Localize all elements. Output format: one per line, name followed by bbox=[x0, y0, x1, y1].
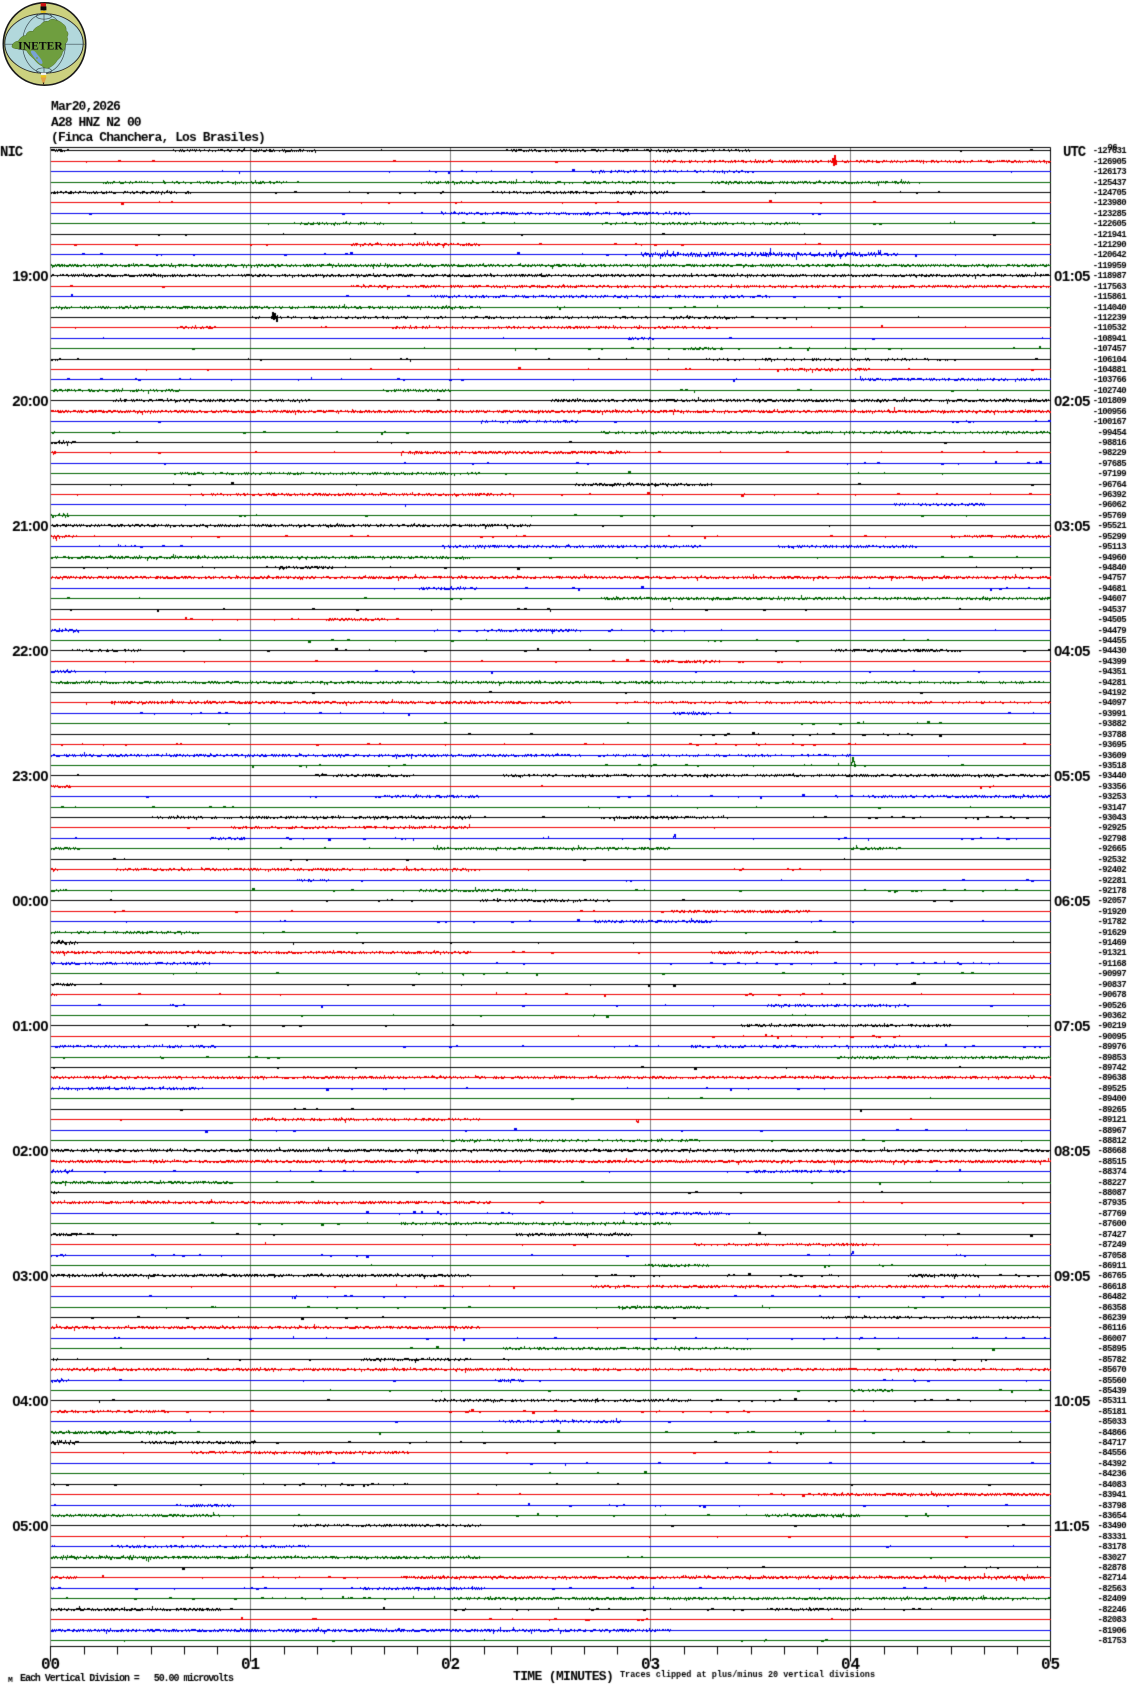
svg-text:INETER: INETER bbox=[18, 41, 63, 53]
